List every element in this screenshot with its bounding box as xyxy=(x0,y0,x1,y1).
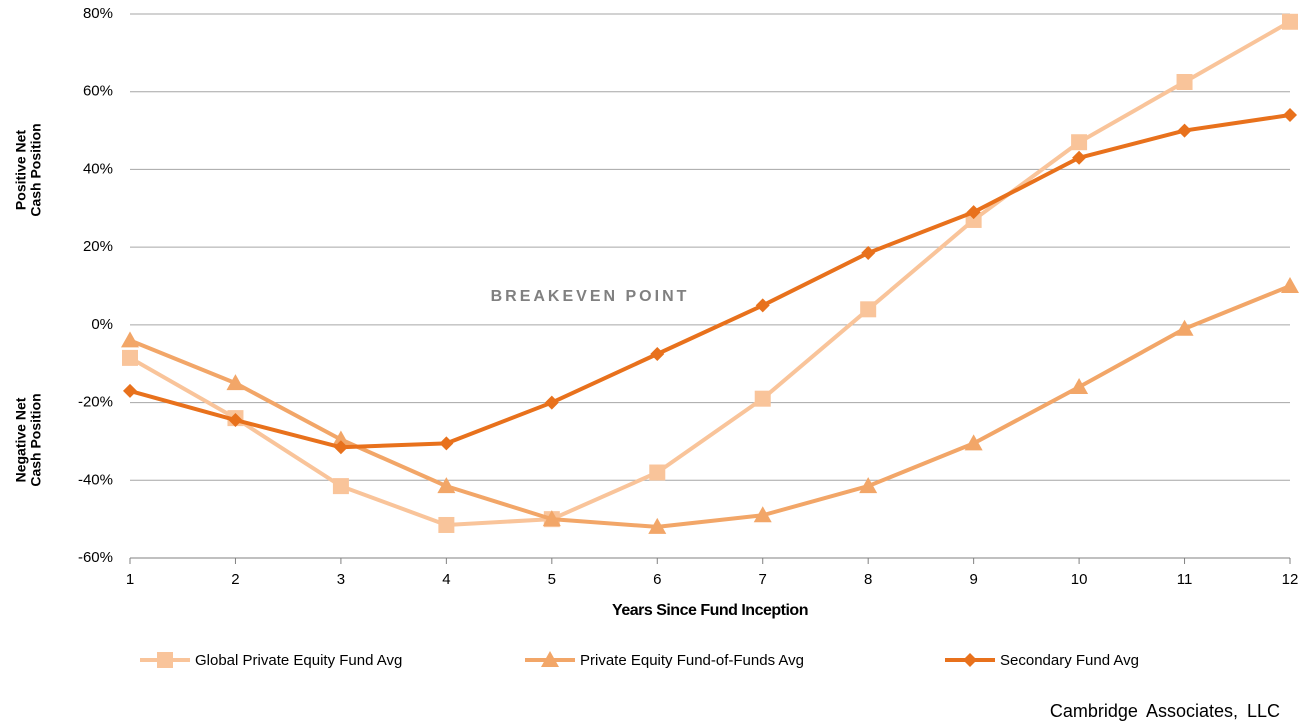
marker xyxy=(1283,108,1297,123)
y-tick-label: 80% xyxy=(83,5,113,22)
marker xyxy=(963,653,977,667)
marker xyxy=(1176,74,1193,90)
marker xyxy=(439,436,454,451)
marker xyxy=(1070,378,1089,395)
series-line xyxy=(129,20,1291,527)
marker xyxy=(649,464,666,481)
y-tick-label: -60% xyxy=(78,549,113,566)
marker xyxy=(122,349,138,366)
x-tick-label: 2 xyxy=(231,571,239,588)
marker xyxy=(438,516,455,533)
marker xyxy=(121,331,139,348)
marker xyxy=(541,651,559,667)
marker xyxy=(123,383,137,398)
marker xyxy=(964,434,983,451)
y-tick-label: -40% xyxy=(78,471,113,488)
annotation: Positive Net xyxy=(13,130,29,210)
x-tick-label: 9 xyxy=(969,571,977,588)
y-tick-label: 20% xyxy=(83,238,113,255)
marker xyxy=(965,211,982,228)
x-tick-label: 10 xyxy=(1071,571,1088,588)
marker xyxy=(1175,319,1194,336)
x-tick-label: 11 xyxy=(1177,571,1193,588)
x-tick-label: 4 xyxy=(442,571,450,588)
legend-label: Private Equity Fund-of-Funds Avg xyxy=(580,652,804,669)
annotation-group: Negative Net Cash Position xyxy=(13,393,44,486)
marker xyxy=(1177,123,1192,138)
marker xyxy=(542,510,561,527)
y-tick-label: 60% xyxy=(83,83,113,100)
marker xyxy=(157,652,173,668)
marker xyxy=(333,440,348,455)
marker xyxy=(860,301,877,318)
annotation: BREAKEVEN POINT xyxy=(491,288,690,305)
source: Cambridge Associates, LLC xyxy=(1050,701,1280,721)
marker xyxy=(861,245,876,260)
x-tick-label: 12 xyxy=(1282,571,1299,588)
x-tick-label: 3 xyxy=(337,571,345,588)
marker xyxy=(648,517,667,534)
x-axis-label: Years Since Fund Inception xyxy=(612,602,808,619)
legend-label: Secondary Fund Avg xyxy=(1000,652,1139,669)
annotation-group: Positive Net Cash Position xyxy=(13,123,44,216)
legend-label: Global Private Equity Fund Avg xyxy=(195,652,402,669)
marker xyxy=(1072,150,1087,165)
marker xyxy=(228,413,243,428)
marker xyxy=(1281,277,1299,293)
y-tick-label: 0% xyxy=(91,316,113,333)
marker xyxy=(544,395,559,410)
marker xyxy=(331,430,350,447)
y-tick-label: -20% xyxy=(78,394,113,411)
marker xyxy=(1282,13,1298,30)
series-line xyxy=(129,113,1291,450)
marker xyxy=(753,506,772,523)
x-tick-label: 6 xyxy=(653,571,661,588)
marker xyxy=(332,478,349,495)
annotation: Negative Net xyxy=(13,397,29,482)
marker xyxy=(1071,134,1088,151)
annotation: Cash Position xyxy=(28,393,44,486)
marker xyxy=(859,477,878,494)
x-tick-label: 1 xyxy=(126,571,134,588)
marker xyxy=(226,374,245,391)
x-tick-label: 7 xyxy=(759,571,767,588)
marker xyxy=(650,347,665,361)
x-tick-label: 8 xyxy=(864,571,872,588)
marker xyxy=(755,298,770,313)
y-tick-label: 40% xyxy=(83,160,113,177)
marker xyxy=(966,205,981,220)
series-line xyxy=(129,284,1291,529)
annotation: Cash Position xyxy=(28,123,44,216)
x-tick-label: 5 xyxy=(548,571,556,588)
marker xyxy=(437,477,456,494)
marker xyxy=(754,390,771,407)
